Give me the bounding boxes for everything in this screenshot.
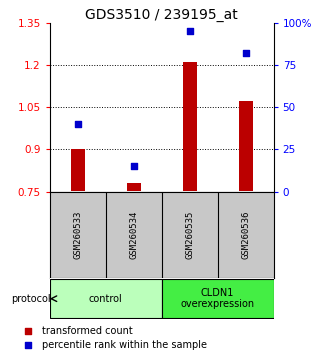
Point <box>75 121 80 127</box>
Text: percentile rank within the sample: percentile rank within the sample <box>42 340 207 350</box>
Text: protocol: protocol <box>11 294 51 304</box>
Text: GSM260534: GSM260534 <box>129 211 138 259</box>
Bar <box>183 62 196 191</box>
Point <box>131 164 136 169</box>
Text: transformed count: transformed count <box>42 326 133 336</box>
Bar <box>127 183 140 191</box>
Text: control: control <box>89 294 123 304</box>
Text: GSM260533: GSM260533 <box>73 211 82 259</box>
Text: GSM260536: GSM260536 <box>241 211 250 259</box>
Text: CLDN1
overexpression: CLDN1 overexpression <box>180 288 255 309</box>
Title: GDS3510 / 239195_at: GDS3510 / 239195_at <box>85 8 238 22</box>
Point <box>25 342 30 348</box>
Text: GSM260535: GSM260535 <box>185 211 194 259</box>
Point <box>187 29 192 34</box>
Point <box>243 51 248 56</box>
Point <box>25 329 30 334</box>
Bar <box>71 149 84 191</box>
Bar <box>50 279 162 318</box>
Bar <box>162 279 274 318</box>
Bar <box>239 101 252 191</box>
